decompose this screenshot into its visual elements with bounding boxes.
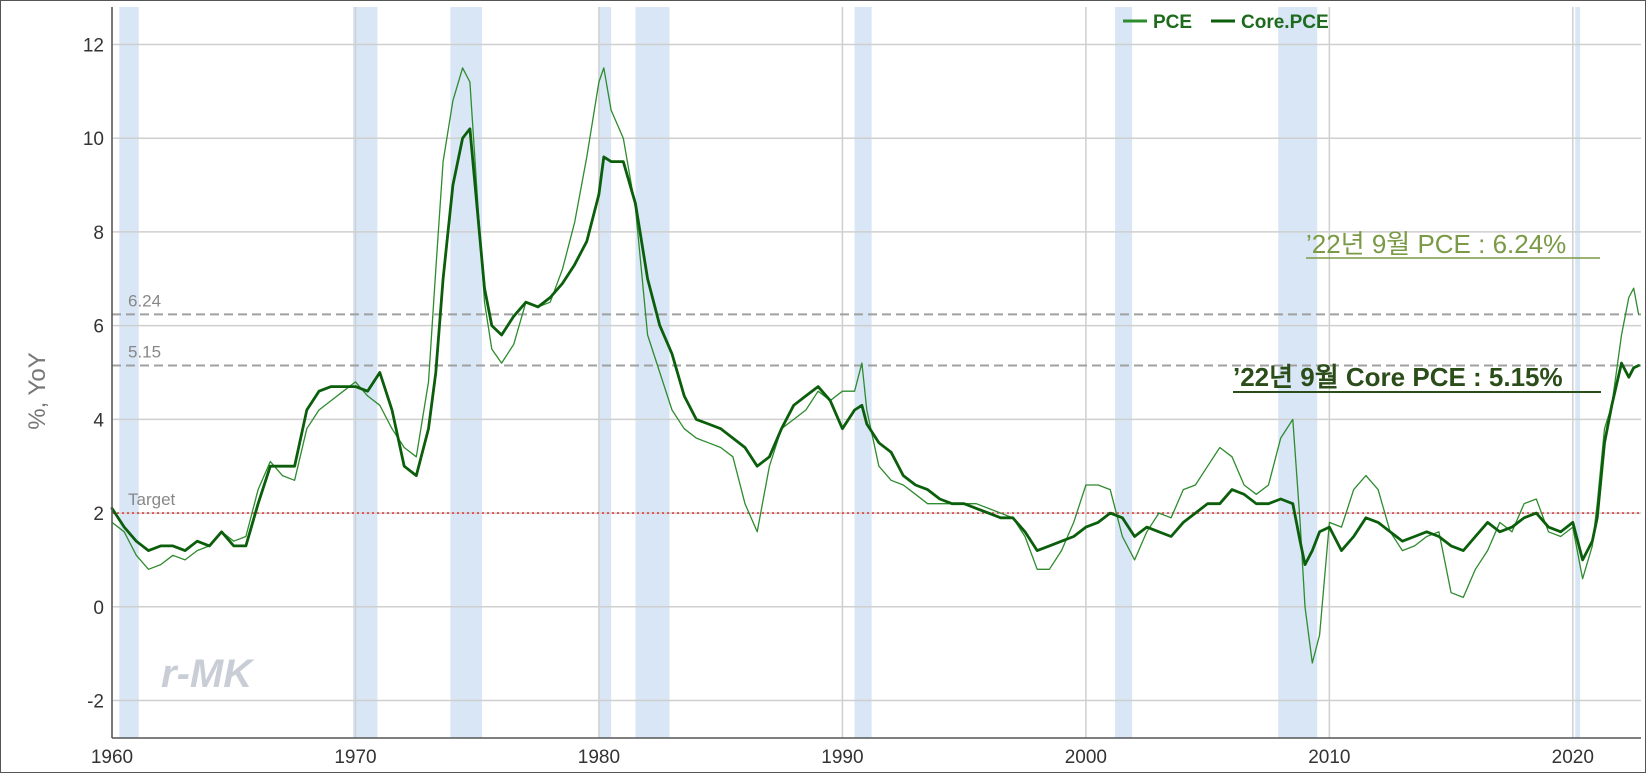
tick-labels: -2 0 2 4 6 8 10 12 1960 1970 1980 1990 2000 2010 2020: [83, 35, 1594, 768]
y-tick-label: 6: [93, 317, 104, 338]
recession-band: [1115, 7, 1133, 738]
recession-band: [119, 7, 139, 738]
x-tick-label: 1990: [821, 747, 863, 768]
x-tick-label: 1980: [578, 747, 620, 768]
axes: [111, 7, 1641, 739]
recession-band: [598, 7, 612, 738]
y-tick-label: 2: [93, 504, 104, 525]
reference-line-label: Target: [128, 490, 176, 509]
x-tick-label: 1970: [334, 747, 376, 768]
x-tick-label: 2000: [1065, 747, 1107, 768]
y-tick-label: 0: [93, 598, 104, 619]
recession-band: [353, 7, 378, 738]
legend: PCE Core.PCE: [1123, 12, 1329, 33]
recession-band: [1278, 7, 1318, 738]
y-tick-label: 4: [93, 410, 104, 431]
x-tick-label: 2010: [1308, 747, 1350, 768]
recession-band: [635, 7, 670, 738]
reference-line-label: 6.24: [128, 291, 161, 310]
recession-band: [450, 7, 483, 738]
x-tick-label: 1960: [91, 747, 133, 768]
legend-label-pce: PCE: [1153, 12, 1192, 33]
reference-lines: 6.24 5.15 Target: [112, 291, 1641, 514]
watermark-logo: r-MK: [161, 652, 255, 696]
series-line-core-pce: [110, 127, 1640, 566]
y-tick-label: 8: [93, 223, 104, 244]
y-tick-label: -2: [87, 692, 104, 713]
series-lines: [110, 67, 1640, 664]
recession-band: [1575, 7, 1581, 738]
series-line-pce: [111, 67, 1640, 664]
annotation-pce: ’22년 9월 PCE : 6.24%: [1306, 229, 1566, 259]
x-tick-label: 2020: [1552, 747, 1594, 768]
y-tick-label: 12: [83, 35, 104, 56]
grid: [111, 7, 1641, 738]
annotation-core-pce: ’22년 9월 Core PCE : 5.15%: [1233, 362, 1563, 392]
reference-line-label: 5.15: [128, 342, 161, 361]
y-tick-label: 10: [83, 129, 104, 150]
y-axis-label: %, YoY: [24, 352, 51, 429]
legend-label-core-pce: Core.PCE: [1241, 12, 1329, 33]
